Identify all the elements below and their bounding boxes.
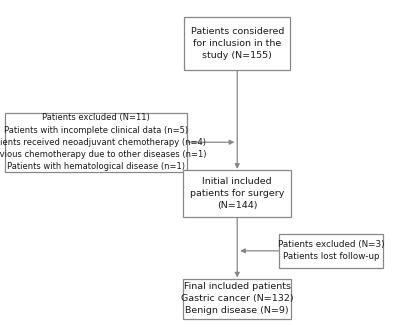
FancyBboxPatch shape — [279, 234, 383, 268]
Text: Final included patients
Gastric cancer (N=132)
Benign disease (N=9): Final included patients Gastric cancer (… — [181, 282, 294, 316]
FancyBboxPatch shape — [5, 113, 187, 172]
Text: Patients excluded (N=11)
Patients with incomplete clinical data (n=5)
Patients r: Patients excluded (N=11) Patients with i… — [0, 113, 206, 171]
FancyBboxPatch shape — [184, 17, 290, 69]
Text: Patients excluded (N=3)
Patients lost follow-up: Patients excluded (N=3) Patients lost fo… — [278, 240, 385, 261]
FancyBboxPatch shape — [183, 279, 291, 319]
Text: Initial included
patients for surgery
(N=144): Initial included patients for surgery (N… — [190, 177, 284, 210]
Text: Patients considered
for inclusion in the
study (N=155): Patients considered for inclusion in the… — [190, 26, 284, 60]
FancyBboxPatch shape — [183, 170, 291, 216]
